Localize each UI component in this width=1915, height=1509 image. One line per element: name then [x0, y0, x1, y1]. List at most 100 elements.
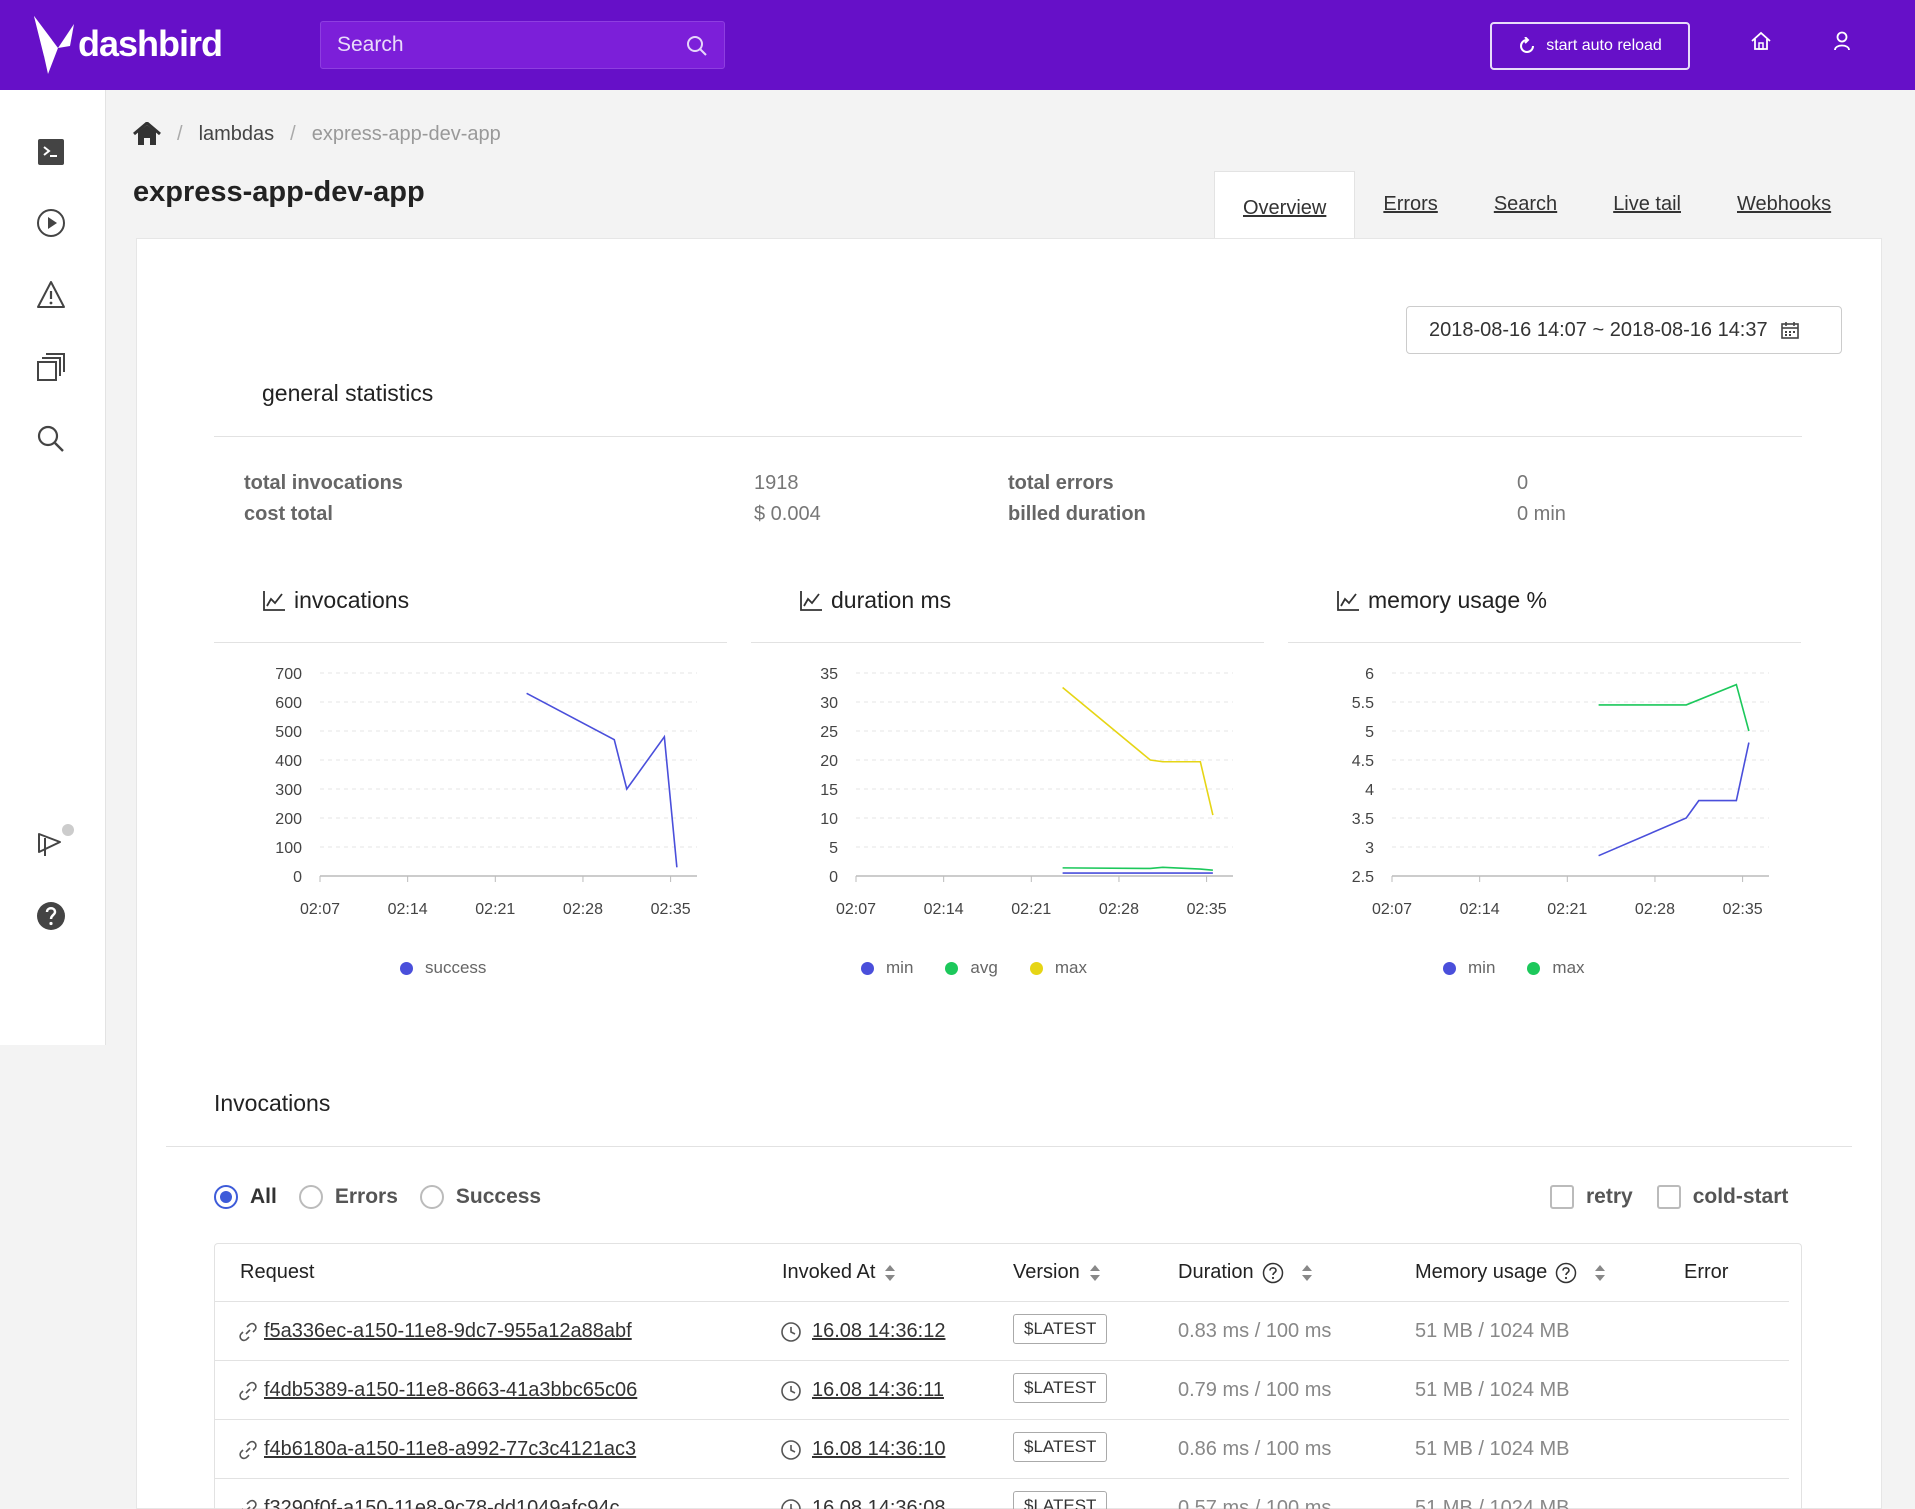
line-chart-icon [1337, 590, 1359, 611]
divider [751, 642, 1264, 643]
tab-search[interactable]: Search [1493, 193, 1558, 215]
warning-icon[interactable] [36, 280, 66, 310]
legend-dot [1443, 961, 1456, 975]
y-tick-label: 4 [1365, 782, 1374, 799]
legend-item-min[interactable]: min [1443, 958, 1495, 978]
clock-icon [781, 1498, 801, 1509]
cost-total-label: cost total [244, 503, 333, 525]
legend-dot [400, 961, 413, 975]
tab-errors[interactable]: Errors [1383, 193, 1438, 215]
request-id-link[interactable]: f4b6180a-a150-11e8-a992-77c3c4121ac3 [264, 1438, 637, 1460]
logo[interactable]: dashbird [30, 14, 223, 74]
breadcrumb-current: express-app-dev-app [311, 122, 501, 145]
legend-label: min [886, 958, 914, 977]
x-tick-label: 02:21 [1547, 901, 1587, 918]
date-range-picker[interactable]: 2018-08-16 14:07 ~ 2018-08-16 14:37 [1406, 306, 1842, 354]
table-row[interactable]: f5a336ec-a150-11e8-9dc7-955a12a88abf 16.0… [215, 1302, 1789, 1361]
memory-cell: 51 MB / 1024 MB [1415, 1320, 1570, 1342]
radio-button[interactable] [419, 1185, 444, 1209]
filter-success-radio[interactable]: Success [419, 1185, 542, 1209]
legend-item-min[interactable]: min [861, 958, 913, 978]
y-tick-label: 0 [293, 869, 302, 886]
checkbox[interactable] [1656, 1185, 1681, 1209]
x-tick-label: 02:14 [388, 901, 428, 918]
billed-duration-value: 0 min [1517, 503, 1566, 525]
filter-label: Success [455, 1185, 542, 1208]
tab-webhooks[interactable]: Webhooks [1737, 193, 1832, 215]
sort-icon[interactable] [883, 1262, 897, 1284]
search-icon[interactable] [36, 424, 66, 454]
y-tick-label: 30 [820, 695, 838, 712]
y-tick-label: 6 [1365, 666, 1374, 683]
sidebar [0, 90, 106, 1045]
filter-errors-radio[interactable]: Errors [298, 1185, 398, 1209]
clock-icon [781, 1439, 801, 1460]
invoked-at-link[interactable]: 16.08 14:36:10 [812, 1438, 946, 1460]
chart-title-text: memory usage % [1368, 587, 1547, 613]
column-label: Request [240, 1261, 315, 1283]
request-id-link[interactable]: f4db5389-a150-11e8-8663-41a3bbc65c06 [264, 1379, 638, 1401]
help-circle-icon[interactable] [1262, 1262, 1284, 1284]
invoked-at-link[interactable]: 16.08 14:36:11 [812, 1379, 944, 1401]
megaphone-icon[interactable] [36, 828, 66, 858]
tab-live-tail[interactable]: Live tail [1613, 193, 1681, 215]
play-icon[interactable] [36, 208, 66, 238]
radio-button[interactable] [298, 1185, 323, 1209]
legend-label: max [1054, 958, 1087, 977]
start-auto-reload-button[interactable]: start auto reload [1490, 22, 1690, 70]
duration-chart-title: duration ms [799, 587, 951, 614]
memory-cell: 51 MB / 1024 MB [1415, 1379, 1570, 1401]
column-invoked-at[interactable]: Invoked At [782, 1261, 897, 1284]
column-version[interactable]: Version [1013, 1261, 1102, 1284]
memory-chart: 2.5 3 3.5 4 4.5 5 5.5 6 02:07 02:14 02:21 02:28 02:3… [1352, 666, 1769, 918]
terminal-icon[interactable] [36, 137, 66, 167]
tab-overview[interactable]: Overview [1214, 171, 1356, 238]
link-icon [241, 1499, 257, 1509]
help-icon[interactable] [36, 901, 66, 931]
radio-button[interactable] [214, 1185, 238, 1209]
request-cell: f4b6180a-a150-11e8-a992-77c3c4121ac3 [238, 1438, 636, 1461]
search-icon[interactable] [686, 35, 708, 57]
stack-icon[interactable] [36, 352, 66, 382]
invoked-at-link[interactable]: 16.08 14:36:12 [812, 1320, 946, 1342]
legend-item-max[interactable]: max [1527, 958, 1585, 978]
x-tick-label: 02:35 [651, 901, 691, 918]
column-duration[interactable]: Duration [1178, 1261, 1314, 1284]
breadcrumb-lambdas[interactable]: lambdas [198, 122, 275, 145]
breadcrumb-separator: / [177, 122, 183, 145]
table-row[interactable]: f4b6180a-a150-11e8-a992-77c3c4121ac3 16.0… [215, 1420, 1789, 1479]
tab-bar: Overview Errors Search Live tail Webhook… [1214, 171, 1859, 238]
search-box[interactable] [320, 21, 725, 69]
user-icon[interactable] [1831, 30, 1853, 52]
request-id-link[interactable]: f3290f0f-a150-11e8-9c78-dd1049afc94c [264, 1497, 620, 1509]
x-tick-label: 02:35 [1723, 901, 1763, 918]
duration-legend: min avg max [861, 958, 1087, 978]
home-icon[interactable] [133, 122, 161, 146]
version-badge: $LATEST [1013, 1314, 1108, 1344]
checkbox[interactable] [1550, 1185, 1574, 1209]
sort-icon[interactable] [1088, 1262, 1102, 1284]
column-label: Version [1013, 1261, 1080, 1283]
table-row[interactable]: f3290f0f-a150-11e8-9c78-dd1049afc94c 16.0… [215, 1479, 1789, 1509]
invocation-filter: All Errors Success [214, 1185, 541, 1209]
chart-title-text: duration ms [831, 587, 952, 613]
home-icon[interactable] [1750, 30, 1772, 52]
legend-item-success[interactable]: success [400, 958, 486, 978]
date-range-value: 2018-08-16 14:07 ~ 2018-08-16 14:37 [1429, 318, 1768, 341]
help-circle-icon[interactable] [1555, 1262, 1577, 1284]
legend-item-avg[interactable]: avg [945, 958, 998, 978]
table-row[interactable]: f4db5389-a150-11e8-8663-41a3bbc65c06 16.0… [215, 1361, 1789, 1420]
legend-item-max[interactable]: max [1029, 958, 1087, 978]
sort-icon[interactable] [1593, 1262, 1607, 1284]
sort-icon[interactable] [1300, 1262, 1314, 1284]
series-line-max [1062, 686, 1214, 816]
cold-start-checkbox[interactable]: cold-start [1656, 1185, 1788, 1209]
request-id-link[interactable]: f5a336ec-a150-11e8-9dc7-955a12a88abf [264, 1320, 632, 1342]
retry-checkbox[interactable]: retry [1550, 1185, 1633, 1209]
invoked-at-link[interactable]: 16.08 14:36:08 [812, 1497, 946, 1509]
invocation-checkboxes: retry cold-start [1550, 1185, 1788, 1209]
search-input[interactable] [321, 22, 681, 68]
filter-all-radio[interactable]: All [214, 1185, 277, 1209]
x-tick-label: 02:28 [1099, 901, 1139, 918]
column-memory-usage[interactable]: Memory usage [1415, 1261, 1607, 1284]
